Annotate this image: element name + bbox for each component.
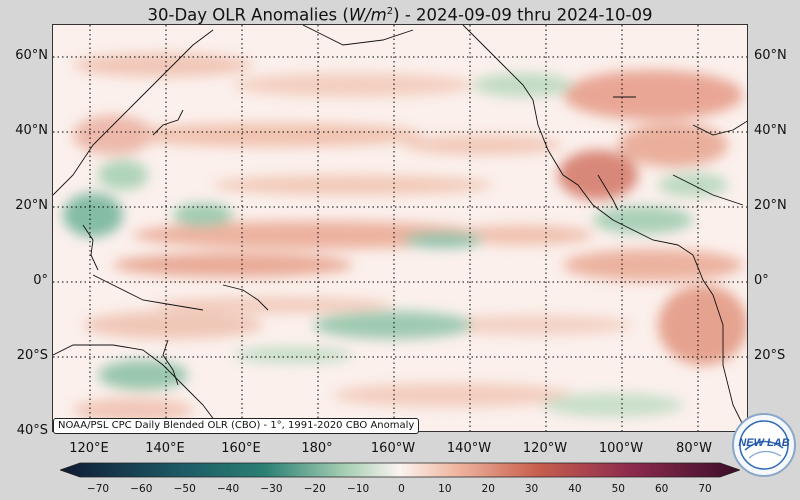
lon-label-120e: 120°E xyxy=(69,441,109,456)
colorbar-tick-label: −20 xyxy=(303,483,326,495)
map-title: 30-Day OLR Anomalies (W/m2) - 2024-09-09… xyxy=(147,5,653,25)
colorbar-tick-label: −30 xyxy=(260,483,283,495)
colorbar-tick-label: 50 xyxy=(611,483,625,495)
colorbar-tick-label: 10 xyxy=(438,483,452,495)
lat-label-60n-right: 60°N xyxy=(754,48,787,63)
lat-label-eq-right: 0° xyxy=(754,273,769,288)
lat-label-40s-left: 40°S xyxy=(16,423,48,438)
lat-label-40n-left: 40°N xyxy=(15,123,48,138)
colorbar-strip xyxy=(60,462,740,478)
lon-label-160e: 160°E xyxy=(221,441,261,456)
lat-label-eq-left: 0° xyxy=(33,273,48,288)
colorbar-tick-label: 0 xyxy=(398,483,405,495)
colorbar-tick-label: 60 xyxy=(654,483,669,495)
lon-label-100w: 100°W xyxy=(598,441,644,456)
graticule xyxy=(53,25,747,431)
olr-anomaly-map xyxy=(52,24,748,432)
data-source-credit: NOAA/PSL CPC Daily Blended OLR (CBO) - 1… xyxy=(53,418,420,434)
lat-label-60n-left: 60°N xyxy=(15,48,48,63)
colorbar-tick-label: −40 xyxy=(216,483,240,495)
colorbar-tick-label: −10 xyxy=(347,483,370,495)
lat-label-20n-left: 20°N xyxy=(15,198,48,213)
new-lab-logo: NEW LAB xyxy=(732,413,796,477)
colorbar-tick-label: 20 xyxy=(481,483,495,495)
colorbar-tick-label: 70 xyxy=(698,483,712,495)
logo-text: NEW LAB xyxy=(738,437,789,449)
colorbar-tick-label: −60 xyxy=(130,483,153,495)
lon-label-180: 180° xyxy=(301,441,333,456)
lon-label-160w: 160°W xyxy=(370,441,416,456)
lon-label-140e: 140°E xyxy=(145,441,185,456)
colorbar-tick-label: 30 xyxy=(524,483,539,495)
lon-label-120w: 120°W xyxy=(522,441,568,456)
colorbar-tick-label: −70 xyxy=(86,483,110,495)
colorbar-tick-label: 40 xyxy=(568,483,582,495)
lat-label-20n-right: 20°N xyxy=(754,198,787,213)
anomaly-field xyxy=(53,25,747,431)
lon-label-80w: 80°W xyxy=(676,441,712,456)
colorbar xyxy=(60,462,740,478)
lat-label-40n-right: 40°N xyxy=(754,123,787,138)
lon-label-140w: 140°W xyxy=(446,441,492,456)
colorbar-tick-label: −50 xyxy=(173,483,196,495)
lat-label-20s-right: 20°S xyxy=(754,348,786,363)
lat-label-20s-left: 20°S xyxy=(16,348,48,363)
